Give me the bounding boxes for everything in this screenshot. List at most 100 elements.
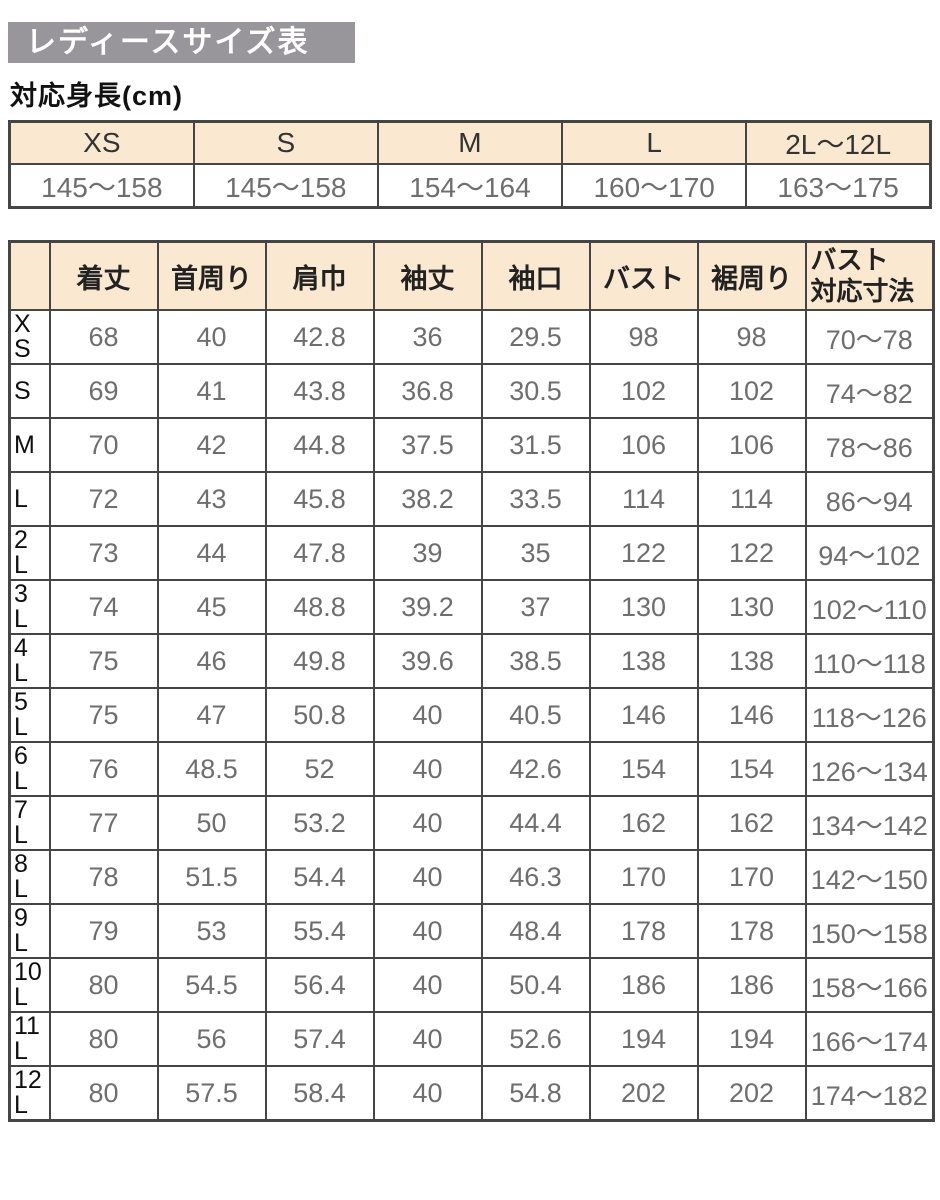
size-value-cell: 154 bbox=[696, 741, 807, 797]
height-col-header: M bbox=[376, 120, 564, 165]
size-value-cell: 42.6 bbox=[480, 741, 591, 797]
height-col-header: L bbox=[561, 120, 748, 165]
size-value-cell: 80 bbox=[48, 1011, 159, 1067]
size-row-label: X S bbox=[8, 309, 51, 365]
size-value-cell: 40 bbox=[156, 309, 267, 365]
size-value-cell: 54.5 bbox=[156, 957, 267, 1013]
size-value-cell: 72 bbox=[48, 471, 159, 527]
size-value-cell: 39 bbox=[372, 525, 483, 581]
size-value-cell: 36 bbox=[372, 309, 483, 365]
size-value-cell: 48.8 bbox=[264, 579, 375, 635]
page-title-banner: レディースサイズ表 bbox=[8, 22, 355, 63]
size-value-cell: 138 bbox=[696, 633, 807, 689]
size-value-cell: 102〜110 bbox=[804, 579, 935, 635]
size-value-cell: 40 bbox=[372, 687, 483, 743]
size-value-cell: 154 bbox=[588, 741, 699, 797]
size-value-cell: 178 bbox=[588, 903, 699, 959]
size-value-cell: 162 bbox=[588, 795, 699, 851]
size-value-cell: 48.5 bbox=[156, 741, 267, 797]
size-value-cell: 33.5 bbox=[480, 471, 591, 527]
page-title: レディースサイズ表 bbox=[26, 26, 310, 59]
size-value-cell: 174〜182 bbox=[804, 1065, 935, 1122]
size-value-cell: 106 bbox=[588, 417, 699, 473]
table-row: 2 L 73 44 47.8 39 35 122 122 94〜102 bbox=[8, 525, 935, 581]
size-value-cell: 44 bbox=[156, 525, 267, 581]
size-value-cell: 186 bbox=[696, 957, 807, 1013]
size-value-cell: 86〜94 bbox=[804, 471, 935, 527]
size-value-cell: 39.6 bbox=[372, 633, 483, 689]
size-value-cell: 40 bbox=[372, 849, 483, 905]
size-col-header: バスト bbox=[588, 240, 699, 311]
size-value-cell: 35 bbox=[480, 525, 591, 581]
size-row-label: 4 L bbox=[8, 633, 51, 689]
size-value-cell: 40 bbox=[372, 903, 483, 959]
height-table-header-row: XS S M L 2L〜12L bbox=[8, 120, 932, 165]
size-value-cell: 40 bbox=[372, 1011, 483, 1067]
size-value-cell: 78 bbox=[48, 849, 159, 905]
size-value-cell: 70〜78 bbox=[804, 309, 935, 365]
size-value-cell: 40 bbox=[372, 741, 483, 797]
size-value-cell: 73 bbox=[48, 525, 159, 581]
size-value-cell: 40 bbox=[372, 1065, 483, 1122]
size-value-cell: 45.8 bbox=[264, 471, 375, 527]
size-row-label: 6 L bbox=[8, 741, 51, 797]
size-value-cell: 52 bbox=[264, 741, 375, 797]
size-value-cell: 30.5 bbox=[480, 363, 591, 419]
size-value-cell: 170 bbox=[696, 849, 807, 905]
size-row-label: 12 L bbox=[8, 1065, 51, 1122]
size-value-cell: 38.2 bbox=[372, 471, 483, 527]
size-value-cell: 50 bbox=[156, 795, 267, 851]
size-value-cell: 106 bbox=[696, 417, 807, 473]
size-value-cell: 70 bbox=[48, 417, 159, 473]
size-value-cell: 50.4 bbox=[480, 957, 591, 1013]
size-value-cell: 138 bbox=[588, 633, 699, 689]
corner-cell bbox=[8, 240, 51, 311]
size-row-label: 5 L bbox=[8, 687, 51, 743]
table-row: M 70 42 44.8 37.5 31.5 106 106 78〜86 bbox=[8, 417, 935, 473]
size-value-cell: 202 bbox=[696, 1065, 807, 1122]
size-value-cell: 53.2 bbox=[264, 795, 375, 851]
table-row: 6 L 76 48.5 52 40 42.6 154 154 126〜134 bbox=[8, 741, 935, 797]
size-value-cell: 29.5 bbox=[480, 309, 591, 365]
size-table-header-row: 着丈 首周り 肩巾 袖丈 袖口 バスト 裾周り バスト 対応寸法 bbox=[8, 240, 935, 311]
size-value-cell: 186 bbox=[588, 957, 699, 1013]
height-table-caption: 対応身長(cm) bbox=[10, 81, 184, 111]
size-value-cell: 47.8 bbox=[264, 525, 375, 581]
size-col-header: 裾周り bbox=[696, 240, 807, 311]
size-value-cell: 53 bbox=[156, 903, 267, 959]
height-table-value-row: 145〜158 145〜158 154〜164 160〜170 163〜175 bbox=[8, 163, 932, 209]
size-row-label: L bbox=[8, 471, 51, 527]
size-row-label: M bbox=[8, 417, 51, 473]
size-value-cell: 79 bbox=[48, 903, 159, 959]
size-value-cell: 122 bbox=[588, 525, 699, 581]
size-value-cell: 39.2 bbox=[372, 579, 483, 635]
size-value-cell: 56 bbox=[156, 1011, 267, 1067]
size-value-cell: 150〜158 bbox=[804, 903, 935, 959]
size-value-cell: 46.3 bbox=[480, 849, 591, 905]
size-value-cell: 142〜150 bbox=[804, 849, 935, 905]
size-value-cell: 76 bbox=[48, 741, 159, 797]
size-value-cell: 40 bbox=[372, 957, 483, 1013]
size-value-cell: 43.8 bbox=[264, 363, 375, 419]
size-row-label: S bbox=[8, 363, 51, 419]
size-value-cell: 54.4 bbox=[264, 849, 375, 905]
height-value-cell: 163〜175 bbox=[745, 163, 932, 209]
size-value-cell: 40.5 bbox=[480, 687, 591, 743]
size-row-label: 11 L bbox=[8, 1011, 51, 1067]
size-row-label: 3 L bbox=[8, 579, 51, 635]
size-value-cell: 94〜102 bbox=[804, 525, 935, 581]
size-value-cell: 114 bbox=[588, 471, 699, 527]
table-row: 12 L 80 57.5 58.4 40 54.8 202 202 174〜182 bbox=[8, 1065, 935, 1122]
size-value-cell: 57.5 bbox=[156, 1065, 267, 1122]
size-value-cell: 75 bbox=[48, 687, 159, 743]
size-value-cell: 74〜82 bbox=[804, 363, 935, 419]
height-col-header: S bbox=[192, 120, 379, 165]
table-row: S 69 41 43.8 36.8 30.5 102 102 74〜82 bbox=[8, 363, 935, 419]
size-value-cell: 38.5 bbox=[480, 633, 591, 689]
table-row: 4 L 75 46 49.8 39.6 38.5 138 138 110〜118 bbox=[8, 633, 935, 689]
size-col-header: 首周り bbox=[156, 240, 267, 311]
size-value-cell: 98 bbox=[588, 309, 699, 365]
size-value-cell: 44.4 bbox=[480, 795, 591, 851]
size-value-cell: 42 bbox=[156, 417, 267, 473]
